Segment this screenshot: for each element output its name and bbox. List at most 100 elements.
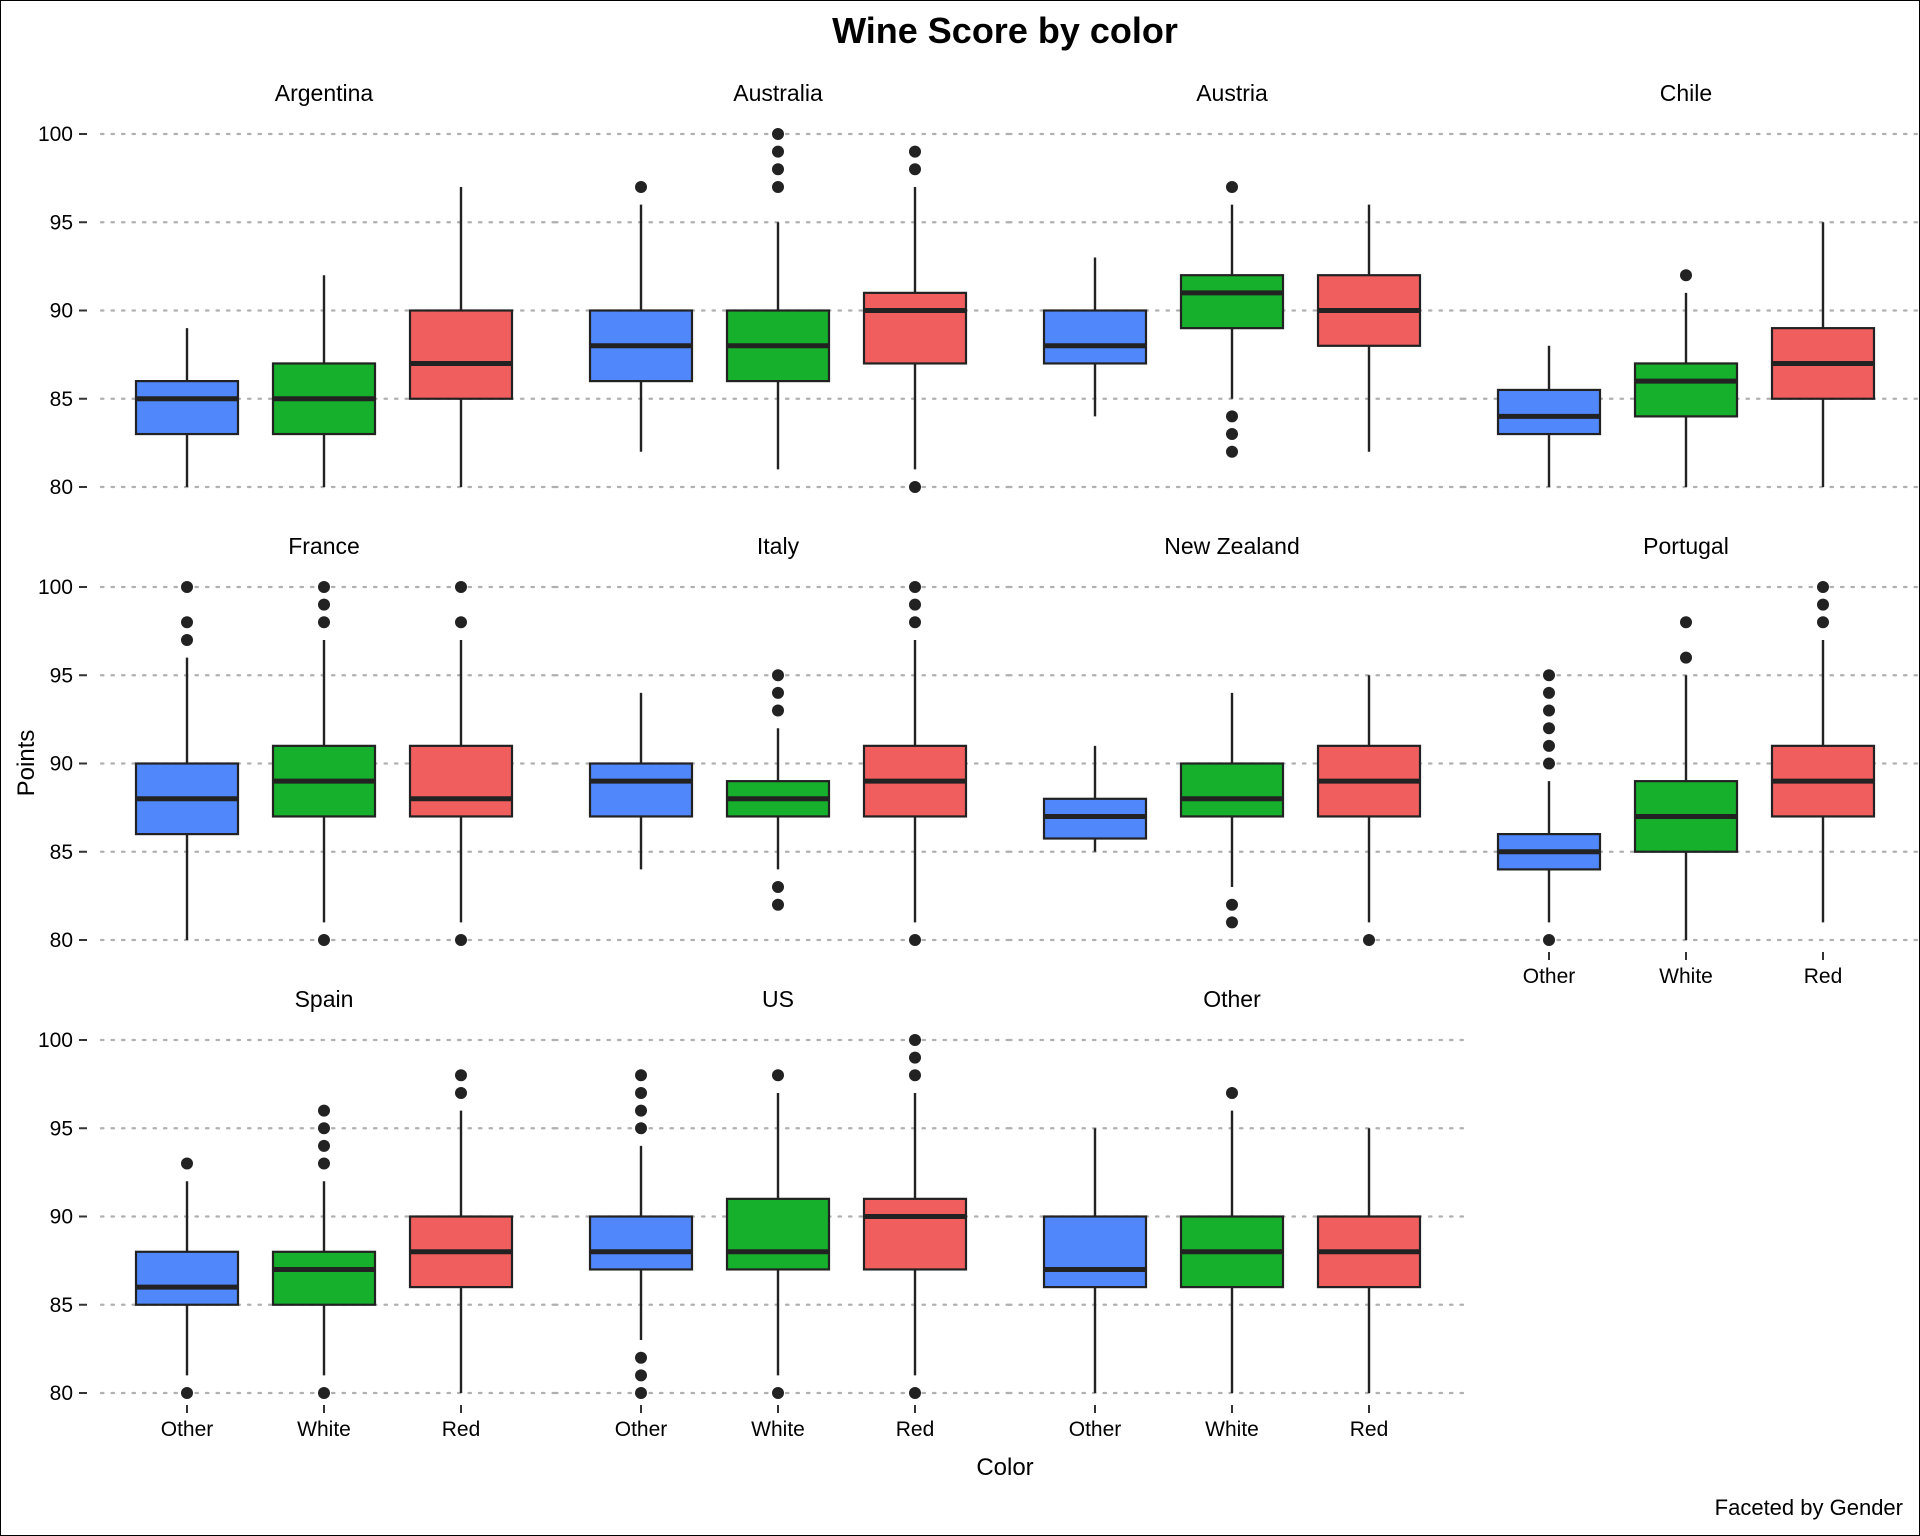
x-tick-label: White (297, 1418, 351, 1441)
outlier-point (909, 581, 921, 593)
outlier-point (772, 163, 784, 176)
outlier-point (772, 180, 784, 193)
outlier-point (909, 481, 921, 493)
outlier-point (1680, 651, 1692, 664)
facet-label: Italy (757, 533, 800, 559)
box-other (134, 380, 240, 436)
outlier-point (772, 898, 784, 911)
outlier-point (909, 1069, 921, 1082)
outlier-point (1543, 686, 1555, 699)
outlier-point (1226, 445, 1238, 458)
facet-panel: Portugal Other White Red (1461, 533, 1919, 988)
y-tick-label: 85 (50, 1294, 73, 1317)
facet-label: Argentina (275, 80, 374, 106)
box-white (1179, 274, 1285, 330)
y-tick-label: 90 (50, 753, 73, 776)
outlier-point (1226, 898, 1238, 911)
outlier-point (1226, 428, 1238, 441)
outlier-point (909, 934, 921, 946)
x-tick-label: White (1659, 965, 1713, 988)
chart-caption: Faceted by Gender (1715, 1495, 1903, 1520)
facet-label: US (762, 986, 794, 1012)
y-tick-label: 80 (50, 1382, 73, 1405)
box-other (1496, 388, 1602, 436)
outlier-point (772, 1069, 784, 1082)
outlier-point (1543, 757, 1555, 770)
outlier-point (635, 1122, 647, 1135)
y-tick-label: 90 (50, 1206, 73, 1229)
y-tick-label: 90 (50, 300, 73, 323)
outlier-point (455, 1069, 467, 1082)
x-tick-label: White (1205, 1418, 1259, 1441)
y-tick-label: 95 (50, 1117, 73, 1140)
outlier-point (635, 1351, 647, 1364)
box-other (1042, 1215, 1148, 1289)
outlier-point (318, 1104, 330, 1117)
outlier-point (1680, 616, 1692, 629)
facet-panel: Argentina 80 85 90 95 100 (38, 80, 557, 499)
x-tick-label: Red (1804, 965, 1843, 988)
box-white (1633, 362, 1739, 418)
facet-label: Spain (295, 986, 354, 1012)
facet-panel: Italy (553, 533, 1011, 946)
facet-label: New Zealand (1164, 533, 1300, 559)
outlier-point (318, 598, 330, 611)
outlier-point (909, 598, 921, 611)
outlier-point (1363, 934, 1375, 946)
outlier-point (1226, 1086, 1238, 1099)
facet-panel: US Other White Red (553, 986, 1011, 1441)
outlier-point (772, 669, 784, 682)
y-tick-label: 100 (38, 576, 73, 599)
facet-panel: Spain 80 85 90 95 100 Other White Red (38, 986, 557, 1441)
facet-panel: Other Other White Red (1007, 986, 1465, 1441)
facet-label: Australia (733, 80, 823, 106)
outlier-point (909, 616, 921, 629)
y-tick-label: 95 (50, 211, 73, 234)
outlier-point (1680, 269, 1692, 282)
outlier-point (635, 1069, 647, 1082)
outlier-point (318, 1387, 330, 1399)
facet-panel: Chile (1461, 80, 1919, 489)
box-white (271, 1250, 377, 1306)
outlier-point (635, 180, 647, 193)
x-tick-label: White (751, 1418, 805, 1441)
facet-label: Other (1203, 986, 1261, 1012)
box-red (408, 309, 514, 400)
y-tick-label: 85 (50, 388, 73, 411)
outlier-point (455, 1086, 467, 1099)
outlier-point (1543, 934, 1555, 946)
outlier-point (318, 1122, 330, 1135)
y-tick-label: 100 (38, 123, 73, 146)
x-tick-label: Other (1069, 1418, 1122, 1441)
outlier-point (635, 1369, 647, 1382)
outlier-point (455, 616, 467, 629)
facet-label: Chile (1660, 80, 1712, 106)
chart-title: Wine Score by color (832, 10, 1178, 51)
x-tick-label: Red (442, 1418, 481, 1441)
outlier-point (181, 1157, 193, 1170)
box-red (862, 1197, 968, 1271)
facet-label: France (288, 533, 360, 559)
outlier-point (455, 934, 467, 946)
facet-panel: New Zealand (1007, 533, 1465, 946)
x-tick-label: Red (1350, 1418, 1389, 1441)
outlier-point (181, 581, 193, 593)
box-white (1179, 762, 1285, 818)
outlier-point (1543, 739, 1555, 752)
facet-panel: France 80 85 90 95 100 (38, 533, 557, 952)
outlier-point (1226, 916, 1238, 929)
y-tick-label: 100 (38, 1029, 73, 1052)
y-tick-label: 95 (50, 664, 73, 687)
outlier-point (909, 1034, 921, 1046)
outlier-point (1543, 704, 1555, 717)
facet-label: Austria (1196, 80, 1268, 106)
x-tick-label: Other (161, 1418, 214, 1441)
facet-label: Portugal (1643, 533, 1729, 559)
box-white (725, 1197, 831, 1271)
y-tick-label: 80 (50, 476, 73, 499)
outlier-point (318, 581, 330, 593)
outlier-point (318, 616, 330, 629)
x-tick-label: Other (615, 1418, 668, 1441)
